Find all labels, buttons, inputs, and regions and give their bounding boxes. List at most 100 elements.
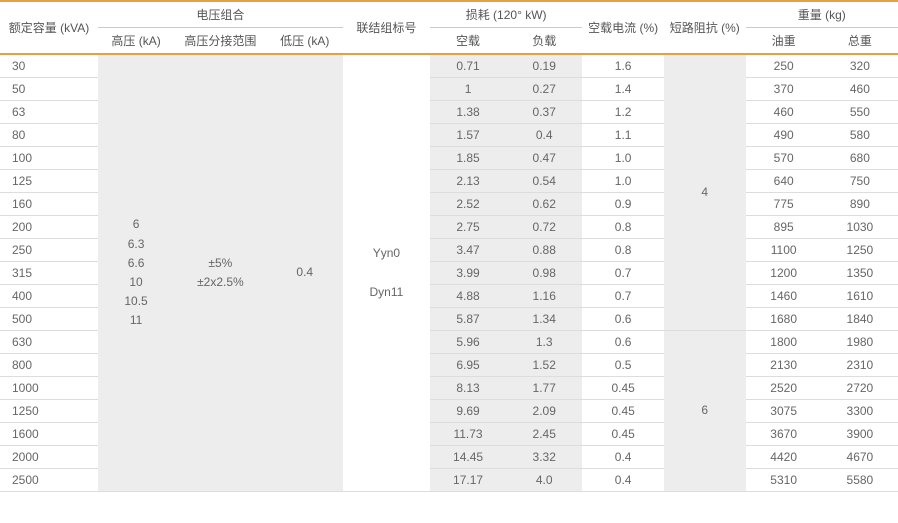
cell-oil-weight: 1680 xyxy=(746,308,822,331)
cell-no-load-loss: 8.13 xyxy=(430,377,506,400)
cell-no-load-current: 0.8 xyxy=(582,216,664,239)
cell-no-load-loss: 2.75 xyxy=(430,216,506,239)
cell-total-weight: 680 xyxy=(822,147,898,170)
cell-no-load-loss: 1 xyxy=(430,78,506,101)
cell-load-loss: 1.77 xyxy=(506,377,582,400)
cell-load-loss: 4.0 xyxy=(506,469,582,492)
col-rated-capacity: 额定容量 (kVA) xyxy=(0,1,98,54)
cell-impedance-2: 6 xyxy=(664,331,746,492)
cell-no-load-current: 1.0 xyxy=(582,170,664,193)
cell-load-loss: 1.52 xyxy=(506,354,582,377)
cell-no-load-current: 0.7 xyxy=(582,285,664,308)
cell-capacity: 630 xyxy=(0,331,98,354)
cell-total-weight: 3300 xyxy=(822,400,898,423)
cell-no-load-current: 0.45 xyxy=(582,400,664,423)
cell-no-load-loss: 14.45 xyxy=(430,446,506,469)
cell-total-weight: 1840 xyxy=(822,308,898,331)
col-total-weight: 总重 xyxy=(822,28,898,55)
cell-oil-weight: 2130 xyxy=(746,354,822,377)
cell-total-weight: 2310 xyxy=(822,354,898,377)
cell-load-loss: 3.32 xyxy=(506,446,582,469)
cell-oil-weight: 895 xyxy=(746,216,822,239)
cell-capacity: 315 xyxy=(0,262,98,285)
cell-oil-weight: 775 xyxy=(746,193,822,216)
cell-total-weight: 4670 xyxy=(822,446,898,469)
cell-no-load-current: 0.6 xyxy=(582,331,664,354)
cell-load-loss: 0.47 xyxy=(506,147,582,170)
table-body: 306 6.3 6.6 10 10.5 11±5% ±2x2.5%0.4Yyn0… xyxy=(0,54,898,492)
cell-no-load-loss: 5.96 xyxy=(430,331,506,354)
cell-oil-weight: 3075 xyxy=(746,400,822,423)
spec-table: 额定容量 (kVA) 电压组合 联结组标号 损耗 (120° kW) 空载电流 … xyxy=(0,0,898,492)
cell-oil-weight: 640 xyxy=(746,170,822,193)
cell-capacity: 30 xyxy=(0,54,98,78)
cell-no-load-current: 0.5 xyxy=(582,354,664,377)
cell-no-load-loss: 2.13 xyxy=(430,170,506,193)
cell-oil-weight: 370 xyxy=(746,78,822,101)
cell-no-load-loss: 3.99 xyxy=(430,262,506,285)
cell-total-weight: 550 xyxy=(822,101,898,124)
cell-no-load-loss: 11.73 xyxy=(430,423,506,446)
cell-load-loss: 2.09 xyxy=(506,400,582,423)
cell-total-weight: 1610 xyxy=(822,285,898,308)
col-no-load: 空载 xyxy=(430,28,506,55)
cell-total-weight: 750 xyxy=(822,170,898,193)
cell-capacity: 2000 xyxy=(0,446,98,469)
cell-total-weight: 1350 xyxy=(822,262,898,285)
col-voltage-combo: 电压组合 xyxy=(98,1,343,28)
col-loss: 损耗 (120° kW) xyxy=(430,1,582,28)
cell-total-weight: 1030 xyxy=(822,216,898,239)
cell-load-loss: 1.3 xyxy=(506,331,582,354)
cell-capacity: 200 xyxy=(0,216,98,239)
cell-load-loss: 1.34 xyxy=(506,308,582,331)
col-connection: 联结组标号 xyxy=(343,1,430,54)
col-no-load-current: 空载电流 (%) xyxy=(582,1,664,54)
cell-no-load-loss: 3.47 xyxy=(430,239,506,262)
cell-no-load-loss: 2.52 xyxy=(430,193,506,216)
cell-oil-weight: 2520 xyxy=(746,377,822,400)
cell-total-weight: 3900 xyxy=(822,423,898,446)
cell-no-load-loss: 17.17 xyxy=(430,469,506,492)
cell-oil-weight: 5310 xyxy=(746,469,822,492)
cell-total-weight: 580 xyxy=(822,124,898,147)
cell-no-load-current: 0.45 xyxy=(582,423,664,446)
cell-oil-weight: 3670 xyxy=(746,423,822,446)
cell-no-load-current: 0.6 xyxy=(582,308,664,331)
cell-capacity: 250 xyxy=(0,239,98,262)
cell-total-weight: 5580 xyxy=(822,469,898,492)
cell-no-load-loss: 1.38 xyxy=(430,101,506,124)
col-oil-weight: 油重 xyxy=(746,28,822,55)
cell-load-loss: 0.37 xyxy=(506,101,582,124)
cell-capacity: 80 xyxy=(0,124,98,147)
cell-no-load-current: 0.4 xyxy=(582,469,664,492)
cell-no-load-loss: 6.95 xyxy=(430,354,506,377)
cell-no-load-current: 0.7 xyxy=(582,262,664,285)
cell-oil-weight: 4420 xyxy=(746,446,822,469)
cell-oil-weight: 570 xyxy=(746,147,822,170)
cell-no-load-current: 1.0 xyxy=(582,147,664,170)
cell-impedance-1: 4 xyxy=(664,54,746,331)
cell-no-load-current: 0.8 xyxy=(582,239,664,262)
cell-oil-weight: 1460 xyxy=(746,285,822,308)
cell-no-load-loss: 1.57 xyxy=(430,124,506,147)
cell-capacity: 400 xyxy=(0,285,98,308)
cell-oil-weight: 460 xyxy=(746,101,822,124)
cell-capacity: 1250 xyxy=(0,400,98,423)
cell-load-loss: 0.62 xyxy=(506,193,582,216)
cell-load-loss: 0.19 xyxy=(506,54,582,78)
cell-no-load-current: 1.2 xyxy=(582,101,664,124)
cell-capacity: 125 xyxy=(0,170,98,193)
cell-no-load-current: 0.9 xyxy=(582,193,664,216)
table-header: 额定容量 (kVA) 电压组合 联结组标号 损耗 (120° kW) 空载电流 … xyxy=(0,1,898,54)
cell-capacity: 500 xyxy=(0,308,98,331)
cell-oil-weight: 250 xyxy=(746,54,822,78)
cell-load-loss: 0.4 xyxy=(506,124,582,147)
cell-oil-weight: 1800 xyxy=(746,331,822,354)
table-row: 306 6.3 6.6 10 10.5 11±5% ±2x2.5%0.4Yyn0… xyxy=(0,54,898,78)
cell-no-load-loss: 9.69 xyxy=(430,400,506,423)
cell-capacity: 1600 xyxy=(0,423,98,446)
cell-total-weight: 1250 xyxy=(822,239,898,262)
cell-conn-merged: Yyn0 Dyn11 xyxy=(343,54,430,492)
cell-no-load-loss: 1.85 xyxy=(430,147,506,170)
cell-capacity: 2500 xyxy=(0,469,98,492)
